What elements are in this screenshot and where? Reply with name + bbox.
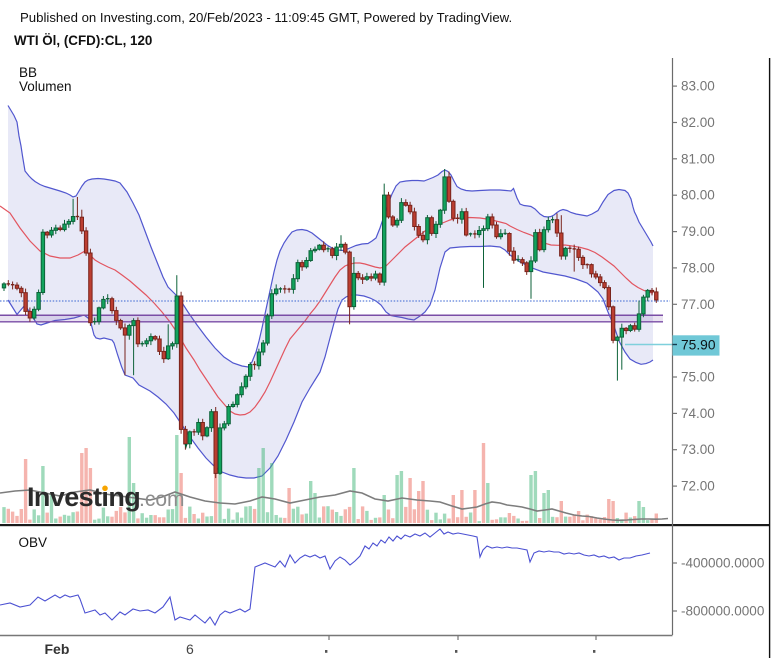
svg-text:73.00: 73.00 <box>681 442 715 457</box>
svg-text:Investing: Investing <box>27 482 140 512</box>
svg-text:.com: .com <box>139 488 185 511</box>
svg-text:72.00: 72.00 <box>681 479 715 494</box>
svg-text:-800000.0000: -800000.0000 <box>681 604 764 619</box>
svg-text:WTI Öl, (CFD):CL, 120: WTI Öl, (CFD):CL, 120 <box>14 33 152 48</box>
svg-text:77.00: 77.00 <box>681 297 715 312</box>
svg-text:OBV: OBV <box>19 535 48 550</box>
svg-text:6: 6 <box>186 641 194 657</box>
svg-text:79.00: 79.00 <box>681 224 715 239</box>
svg-text:74.00: 74.00 <box>681 406 715 421</box>
svg-text:-400000.0000: -400000.0000 <box>681 556 764 571</box>
svg-text:82.00: 82.00 <box>681 115 715 130</box>
svg-text:Published on Investing.com, 20: Published on Investing.com, 20/Feb/2023 … <box>20 10 512 25</box>
svg-text:75.00: 75.00 <box>681 370 715 385</box>
svg-text:Feb: Feb <box>45 641 70 657</box>
svg-text:83.00: 83.00 <box>681 79 715 94</box>
svg-text:80.00: 80.00 <box>681 188 715 203</box>
svg-text:75.90: 75.90 <box>681 338 716 353</box>
svg-text:Volumen: Volumen <box>19 79 72 94</box>
svg-text:78.00: 78.00 <box>681 260 715 275</box>
svg-text:81.00: 81.00 <box>681 151 715 166</box>
svg-text:BB: BB <box>19 65 37 80</box>
